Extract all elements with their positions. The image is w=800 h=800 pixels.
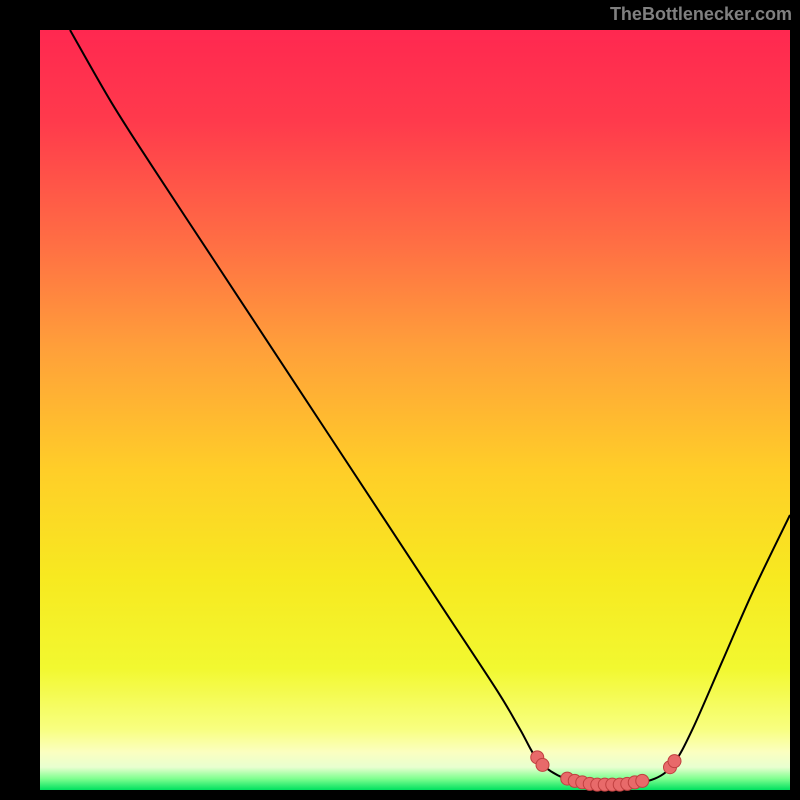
attribution-label: TheBottlenecker.com <box>610 4 792 25</box>
plot-area <box>40 30 790 790</box>
chart-root: TheBottlenecker.com <box>0 0 800 800</box>
curve-marker <box>536 758 549 771</box>
bottleneck-chart-svg <box>0 0 800 800</box>
curve-marker <box>636 774 649 787</box>
curve-marker <box>668 755 681 768</box>
